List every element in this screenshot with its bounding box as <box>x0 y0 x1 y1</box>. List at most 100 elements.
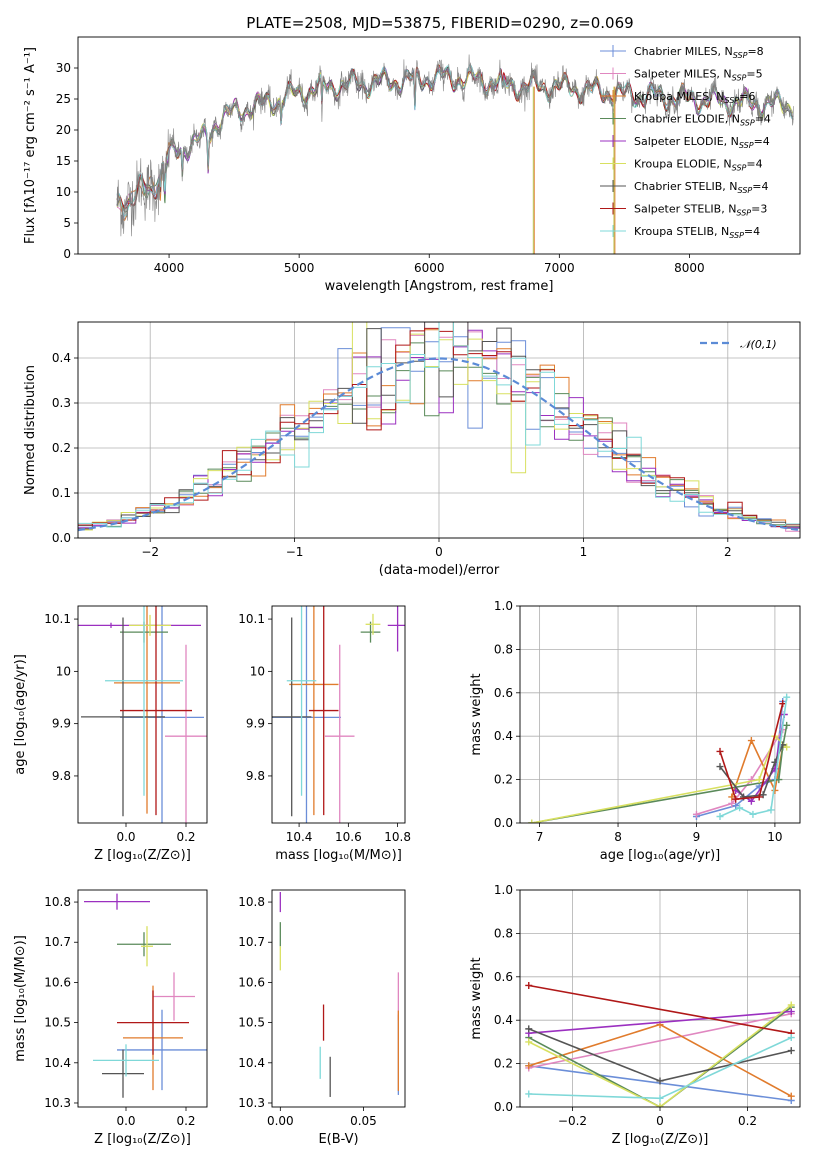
legend-nssp: =8 <box>747 45 763 58</box>
age-vs-mass-panel: 10.4 10.6 10.8 9.8 9.9 10 10.1 mass [log₁₀(M/M⊙… <box>238 605 411 863</box>
axes-frame <box>77 605 208 824</box>
y-tick-label: 0.4 <box>494 729 513 743</box>
y-axis-label: age [log₁₀(age/yr)] <box>13 654 28 775</box>
legend-label: 𝒩(0,1) <box>740 338 777 351</box>
legend-nssp: =4 <box>744 225 760 238</box>
x-axis-label: E(B-V) <box>318 1132 358 1147</box>
weight-marker <box>747 776 755 784</box>
legend-nssp: =4 <box>754 135 770 148</box>
legend-label: Salpeter ELODIE, NSSP=4 <box>634 135 770 150</box>
legend-subscript: SSP <box>740 119 755 128</box>
y-tick-label: 10.7 <box>238 935 265 949</box>
weight-marker <box>716 763 724 771</box>
x-tick-label: 6000 <box>414 261 445 275</box>
y-tick-label: 9.8 <box>52 769 71 783</box>
y-tick-label: 10.6 <box>238 975 265 989</box>
plot-area <box>84 893 207 1098</box>
y-tick-label: 9.9 <box>52 717 71 731</box>
weight-marker <box>755 793 763 801</box>
weight-marker <box>525 981 533 989</box>
y-tick-label: 1.0 <box>494 599 513 613</box>
y-tick-label: 10 <box>56 185 71 199</box>
weight-marker <box>656 1094 664 1102</box>
y-tick-label: 10.8 <box>44 895 71 909</box>
legend-nssp: =6 <box>739 90 755 103</box>
plot-area <box>525 981 795 1107</box>
legend-model-name: Salpeter ELODIE, N <box>634 135 739 148</box>
x-tick-label: 2 <box>724 545 732 559</box>
weight-marker <box>525 1062 533 1070</box>
weight-marker <box>787 1047 795 1055</box>
y-tick-label: 20 <box>56 123 71 137</box>
weight-line <box>719 703 784 800</box>
legend-subscript: SSP <box>739 141 754 150</box>
y-tick-label: 10.4 <box>44 1056 71 1070</box>
y-tick-label: 10.1 <box>238 612 265 626</box>
y-tick-label: 0.6 <box>494 970 513 984</box>
y-tick-label: 10.3 <box>44 1096 71 1110</box>
x-tick-label: 0.2 <box>176 830 195 844</box>
residuals-panel: −2 −1 0 1 2 0.0 0.1 0.2 0.3 0.4 (data-model)/error… <box>23 321 801 578</box>
weight-line <box>696 729 784 816</box>
y-tick-label: 10 <box>250 664 265 678</box>
y-tick-label: 0.0 <box>494 816 513 830</box>
weight-marker <box>747 797 755 805</box>
x-tick-label: 4000 <box>154 261 185 275</box>
x-tick-label: 0.2 <box>176 1114 195 1128</box>
plot-area <box>528 693 791 823</box>
weight-marker <box>716 812 724 820</box>
plot-area <box>78 606 207 823</box>
weight-vs-Z-panel: −0.2 0 0.2 0.0 0.2 0.4 0.6 0.8 1.0 Z [log₁₀(Z/Z⊙)… <box>469 883 801 1147</box>
y-tick-label: 10.7 <box>44 935 71 949</box>
weight-line <box>528 1010 792 1034</box>
x-tick-label: 5000 <box>284 261 315 275</box>
weight-marker <box>728 793 736 801</box>
legend-model-name: Chabrier MILES, N <box>634 45 733 58</box>
legend-model-name: Kroupa MILES, N <box>634 90 724 103</box>
plot-area <box>279 892 400 1097</box>
y-tick-label: 10.1 <box>44 612 71 626</box>
legend-subscript: SSP <box>736 209 751 218</box>
weight-marker <box>747 737 755 745</box>
y-axis-label: mass [log₁₀(M/M⊙)] <box>13 935 28 1062</box>
legend-model-name: Salpeter STELIB, N <box>634 203 736 216</box>
weight-marker <box>732 795 740 803</box>
y-tick-label: 0.8 <box>494 642 513 656</box>
y-tick-label: 10.3 <box>238 1096 265 1110</box>
legend-model-name: Kroupa STELIB, N <box>634 225 729 238</box>
x-axis-label: Z [log₁₀(Z/Z⊙)] <box>94 1132 191 1147</box>
y-tick-label: 15 <box>56 154 71 168</box>
weight-marker <box>787 1092 795 1100</box>
legend-subscript: SSP <box>732 164 747 173</box>
weight-marker <box>528 819 536 823</box>
x-tick-label: 7 <box>536 830 544 844</box>
y-tick-label: 9.9 <box>246 717 265 731</box>
legend-nssp: =4 <box>746 158 762 171</box>
x-tick-label: 0.00 <box>267 1114 294 1128</box>
y-axis-label: Normed distribution <box>23 365 38 495</box>
legend-model-name: Chabrier ELODIE, N <box>634 113 740 126</box>
weight-marker <box>656 1103 664 1107</box>
legend-subscript: SSP <box>738 186 753 195</box>
weight-marker <box>759 791 767 799</box>
normal-curve <box>78 357 800 532</box>
residual-histogram <box>78 322 800 530</box>
axes-frame <box>519 605 801 824</box>
y-tick-label: 25 <box>56 92 71 106</box>
y-tick-label: 0.0 <box>494 1100 513 1114</box>
y-tick-label: 9.8 <box>246 769 265 783</box>
legend-label: Chabrier MILES, NSSP=8 <box>634 45 764 60</box>
axes-frame <box>271 605 406 824</box>
weight-marker <box>692 810 700 818</box>
weight-marker <box>755 776 763 784</box>
x-tick-label: 0.2 <box>738 1114 757 1128</box>
x-tick-label: 0.05 <box>350 1114 377 1128</box>
weight-marker <box>740 793 748 801</box>
x-tick-label: 10.4 <box>286 830 313 844</box>
weight-marker <box>783 721 791 729</box>
plot-area <box>272 606 405 823</box>
y-tick-label: 0.4 <box>494 1013 513 1027</box>
weight-marker <box>732 802 740 810</box>
x-tick-label: 10 <box>767 830 782 844</box>
